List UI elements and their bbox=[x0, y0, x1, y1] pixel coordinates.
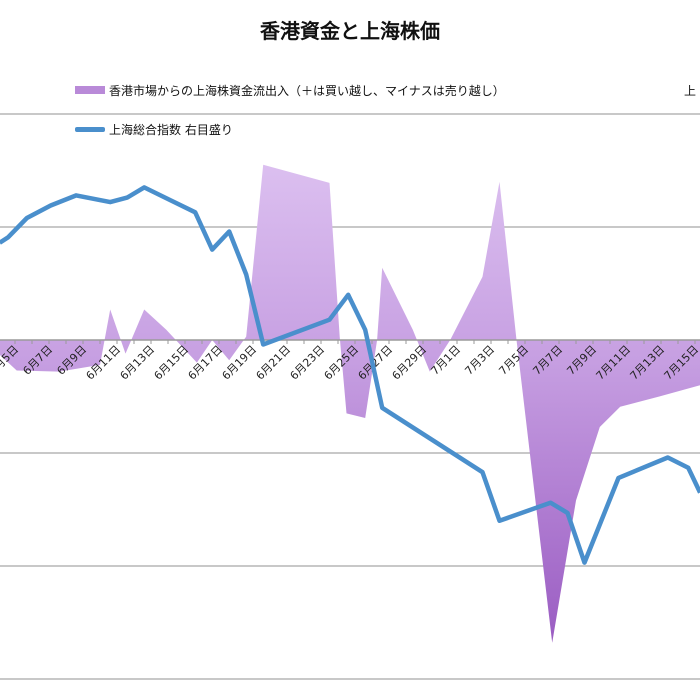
x-tick-label: 6月29日 bbox=[390, 343, 430, 383]
chart-title: 香港資金と上海株価 bbox=[260, 19, 440, 43]
x-tick-label: 6月21日 bbox=[254, 343, 294, 383]
flow-area bbox=[0, 164, 700, 643]
x-tick-label: 6月15日 bbox=[152, 343, 192, 383]
legend-label-flow: 香港市場からの上海株資金流出入（＋は買い越し、マイナスは売り越し） bbox=[109, 83, 505, 98]
legend: 香港市場からの上海株資金流出入（＋は買い越し、マイナスは売り越し） 上 上海総合… bbox=[75, 83, 696, 137]
x-tick-label: 6月23日 bbox=[288, 343, 328, 383]
x-tick-label: 7月3日 bbox=[462, 343, 497, 378]
x-tick-label: 6月13日 bbox=[118, 343, 158, 383]
legend-label-index: 上海総合指数 右目盛り bbox=[109, 122, 233, 137]
flow-area-series bbox=[0, 164, 700, 643]
legend-label-right-fragment: 上 bbox=[684, 84, 696, 98]
legend-swatch-index bbox=[75, 127, 105, 132]
index-line bbox=[0, 185, 700, 565]
gridlines bbox=[0, 113, 700, 680]
legend-swatch-flow bbox=[75, 86, 105, 94]
index-line-series bbox=[0, 185, 700, 565]
